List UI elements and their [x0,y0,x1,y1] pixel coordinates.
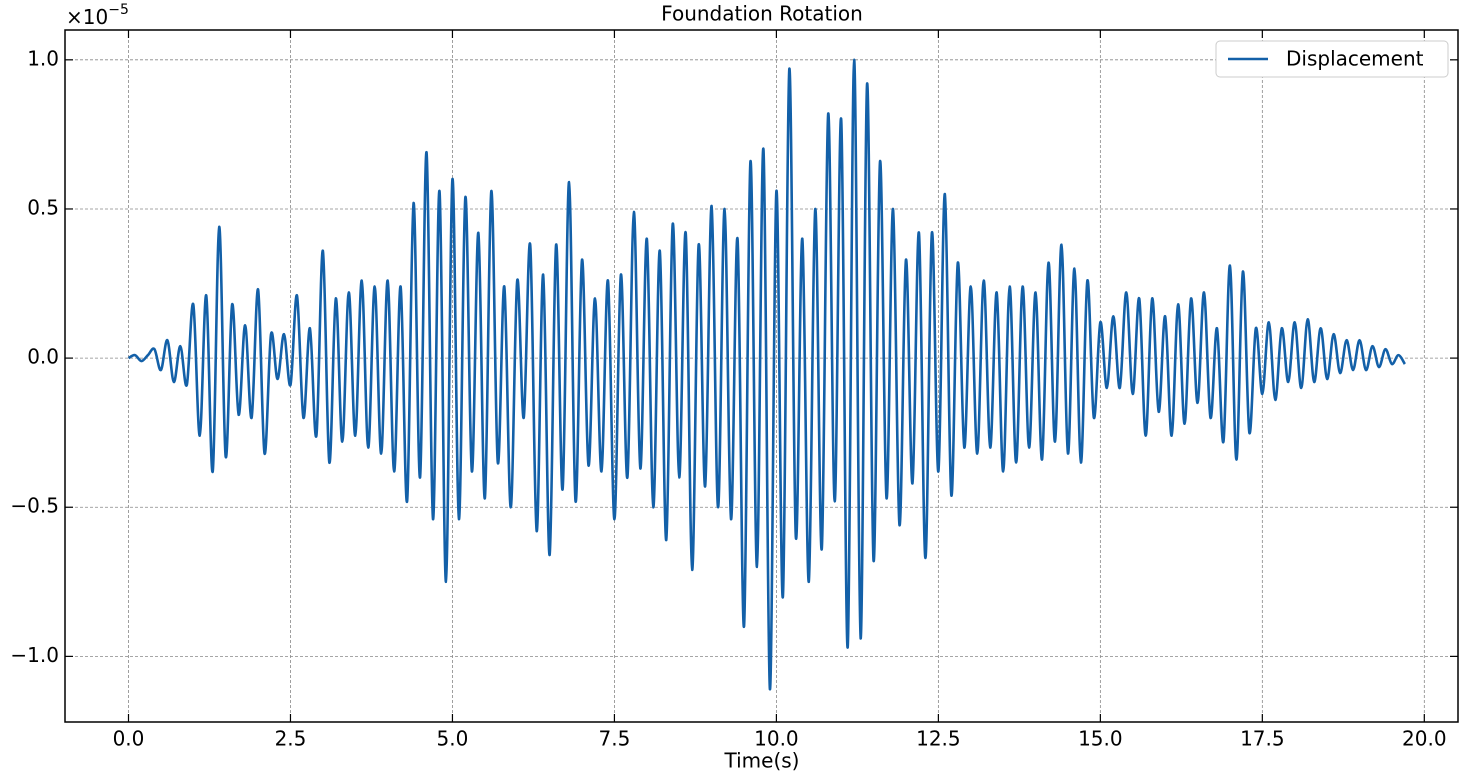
x-tick-label: 5.0 [437,727,469,751]
y-offset-label: ×10−5 [66,2,129,29]
x-tick-label: 17.5 [1240,727,1285,751]
x-tick-label: 0.0 [113,727,145,751]
y-tick-label: −0.5 [10,494,59,518]
offset-base: ×10 [66,5,108,29]
y-tick-label: −1.0 [10,643,59,667]
y-tick-label: 1.0 [27,46,59,70]
y-tick-label: 0.0 [27,345,59,369]
legend-box [1215,40,1449,78]
x-tick-label: 20.0 [1402,727,1447,751]
x-tick-label: 12.5 [916,727,961,751]
x-tick-label: 2.5 [275,727,307,751]
offset-exponent: −5 [108,2,129,18]
x-tick-label: 10.0 [754,727,799,751]
chart-title: Foundation Rotation [661,2,863,26]
y-tick-label: 0.5 [27,195,59,219]
x-tick-label: 15.0 [1078,727,1123,751]
plot-frame [64,29,1459,723]
data-line [127,58,1406,691]
legend: Displacement [1215,40,1449,78]
legend-label: Displacement [1286,47,1424,71]
x-axis-label: Time(s) [724,749,800,773]
x-tick-label: 7.5 [599,727,631,751]
